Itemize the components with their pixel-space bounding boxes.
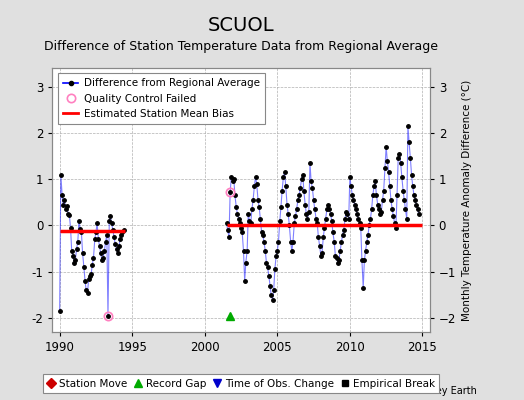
Text: SCUOL: SCUOL <box>208 16 275 35</box>
Text: Berkeley Earth: Berkeley Earth <box>405 386 477 396</box>
Legend: Station Move, Record Gap, Time of Obs. Change, Empirical Break: Station Move, Record Gap, Time of Obs. C… <box>42 374 440 393</box>
Legend: Difference from Regional Average, Quality Control Failed, Estimated Station Mean: Difference from Regional Average, Qualit… <box>58 73 265 124</box>
Text: Difference of Station Temperature Data from Regional Average: Difference of Station Temperature Data f… <box>44 40 438 53</box>
Y-axis label: Monthly Temperature Anomaly Difference (°C): Monthly Temperature Anomaly Difference (… <box>462 79 472 321</box>
